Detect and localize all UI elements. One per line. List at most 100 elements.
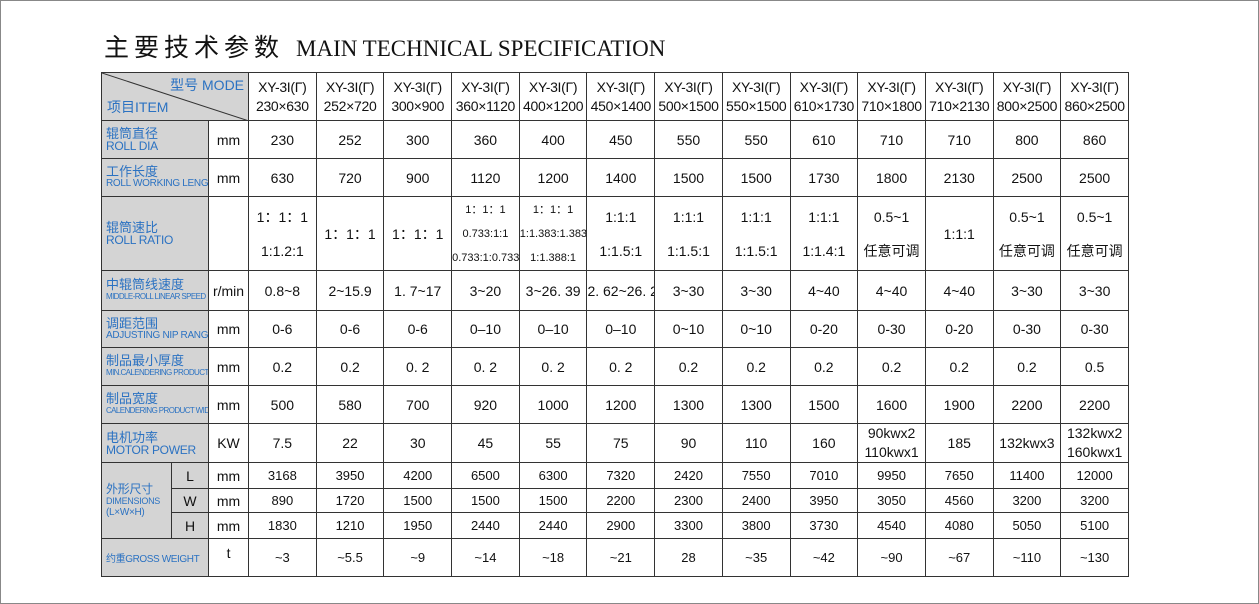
row-label: 辊筒速比 ROLL RATIO <box>101 196 209 271</box>
label-zh: 制品最小厚度 <box>106 353 185 368</box>
value-cell: 0-30 <box>992 310 1062 348</box>
row-label: 制品宽度 CALENDERING PRODUCT WIDTH <box>101 385 209 424</box>
model-name: XY-3I(Γ) <box>935 78 984 95</box>
spec-row: 中辊筒线速度 MIDDLE-ROLL LINEAR SPEED r/min 0.8~8… <box>101 270 1129 311</box>
value-cell: 710 <box>924 120 994 159</box>
model-cell: XY-3I(Γ) 860×2500 <box>1060 72 1129 121</box>
value-cell: 1500 <box>383 488 453 513</box>
label-zh: 外形尺寸 <box>106 481 153 496</box>
label-en: MIN.CALENDERING PRODUCT THICKNESS <box>106 368 209 377</box>
value-line: 1:1:1 <box>672 208 705 225</box>
value-cell: 3200 <box>1060 488 1129 513</box>
label-en: ROLL DIA <box>106 139 158 153</box>
spec-row: 辊筒直径 ROLL DIA mm 230 252 300 360 400 450 550 550 61… <box>101 120 1129 159</box>
value-cell: ~3 <box>248 538 317 577</box>
value-cell: 1500 <box>518 488 588 513</box>
value-cell: 2~15.9 <box>315 270 385 311</box>
header-row: 型号 MODE 项目ITEM XY-3I(Γ) 230×630 XY-3I(Γ) 252×… <box>100 72 1129 121</box>
spec-row: 调距范围 ADJUSTING NIP RANGE mm 0-6 0-6 0-6 0–10 0–… <box>101 310 1129 348</box>
value-cell: 3200 <box>992 488 1062 513</box>
model-cell: XY-3I(Γ) 252×720 <box>315 72 385 121</box>
value-cell: 0.2 <box>721 347 791 386</box>
model-name: XY-3I(Γ) <box>461 78 510 95</box>
model-size: 860×2500 <box>1064 97 1125 114</box>
value-cell: 2420 <box>654 462 723 489</box>
value-cell: 0-6 <box>248 310 317 348</box>
value-line: 0.733:1:0.733 <box>452 251 520 264</box>
spec-table: 型号 MODE 项目ITEM XY-3I(Γ) 230×630 XY-3I(Γ) 252×… <box>100 72 1129 577</box>
value-cell: 4200 <box>383 462 453 489</box>
value-cell: 2400 <box>721 488 791 513</box>
value-line: 1:1.2:1 <box>260 242 304 259</box>
corner-item: 项目ITEM <box>107 99 169 115</box>
value-cell: 230 <box>248 120 317 159</box>
row-label: 约重GROSS WEIGHT <box>101 538 209 577</box>
value-cell: 3950 <box>315 462 385 489</box>
value-cell: 75 <box>586 423 656 463</box>
value-line: 0.5~1 <box>873 208 910 225</box>
value-cell: 900 <box>383 158 453 197</box>
value-cell: 890 <box>248 488 317 513</box>
model-size: 230×630 <box>255 97 309 114</box>
value-cell: 4~40 <box>924 270 994 311</box>
value-cell: 300 <box>383 120 453 159</box>
unit-cell: KW <box>207 423 250 463</box>
value-cell: 1300 <box>721 385 791 424</box>
value-cell: 450 <box>586 120 656 159</box>
value-cell: 1900 <box>924 385 994 424</box>
value-cell: 1：1：1 1:1.2:1 <box>248 196 317 271</box>
value-cell: 1000 <box>518 385 588 424</box>
value-cell: ~14 <box>451 538 520 577</box>
label-zh: 辊筒速比 <box>106 220 159 235</box>
value-cell: 0.2 <box>248 347 317 386</box>
value-cell: 4540 <box>857 512 926 539</box>
value-line: 0.5~1 <box>1076 208 1113 225</box>
value-cell: 160 <box>789 423 859 463</box>
unit-cell: mm <box>207 347 250 386</box>
model-size: 610×1730 <box>793 97 855 114</box>
value-cell: ~9 <box>383 538 453 577</box>
value-cell: ~110 <box>992 538 1062 577</box>
value-cell: 2200 <box>586 488 656 513</box>
value-cell: 0–10 <box>451 310 520 348</box>
value-cell: 1500 <box>789 385 859 424</box>
value-cell: 2200 <box>1060 385 1129 424</box>
model-size: 450×1400 <box>590 97 652 114</box>
model-name: XY-3I(Γ) <box>799 78 849 95</box>
label-zh: 电机功率 <box>106 429 159 445</box>
value-line: 90kwx2 <box>867 425 916 441</box>
value-line: 1：1：1 <box>532 203 574 216</box>
model-cell: XY-3I(Γ) 230×630 <box>248 72 317 121</box>
value-cell: 710 <box>857 120 926 159</box>
value-cell: 0~10 <box>654 310 723 348</box>
model-size: 800×2500 <box>996 97 1058 114</box>
value-cell: 630 <box>248 158 317 197</box>
value-cell: 11400 <box>992 462 1062 489</box>
value-cell: 1200 <box>518 158 588 197</box>
value-cell: 1:1:1 1:1.5:1 <box>586 196 656 271</box>
value-cell: 1：1：1 <box>315 196 385 271</box>
value-cell: 550 <box>721 120 791 159</box>
label-en: ROLL RATIO <box>106 233 174 247</box>
value-cell: 3050 <box>857 488 926 513</box>
row-label: 电机功率 MOTOR POWER <box>101 423 209 463</box>
model-name: XY-3I(Γ) <box>596 78 646 95</box>
value-cell: 0.5~1 任意可调 <box>857 196 926 271</box>
value-cell: 860 <box>1060 120 1129 159</box>
value-cell: 7.5 <box>248 423 317 463</box>
unit-cell <box>207 196 250 271</box>
row-label: 中辊筒线速度 MIDDLE-ROLL LINEAR SPEED <box>101 270 209 311</box>
value-cell: 6500 <box>451 462 520 489</box>
value-line: 0.5~1 <box>1009 208 1045 225</box>
label-en: ROLL WORKING LENGTH <box>106 178 209 189</box>
value-line: 132kwx2 <box>1066 425 1123 441</box>
value-line: 1:1.383:1.383 <box>519 227 587 240</box>
dimension-label: 外形尺寸 DIMENSIONS (L×W×H) <box>101 462 172 539</box>
axis-label: W <box>171 488 209 513</box>
model-size: 550×1500 <box>726 97 787 114</box>
value-line: 任意可调 <box>1066 242 1123 259</box>
label-en: MOTOR POWER <box>106 442 196 457</box>
value-cell: ~35 <box>721 538 791 577</box>
